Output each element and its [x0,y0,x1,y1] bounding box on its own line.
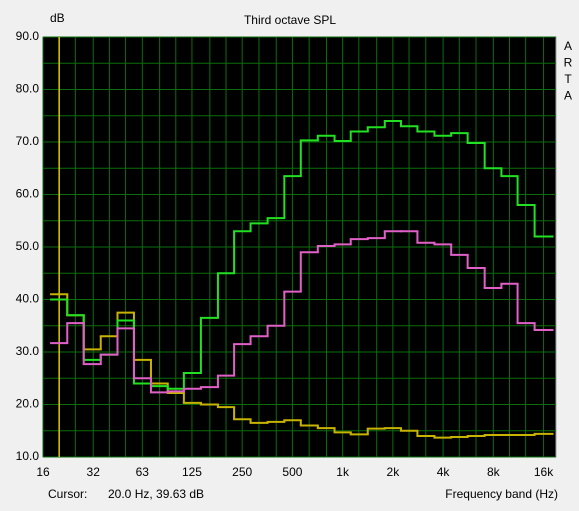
cursor-label: Cursor: [48,487,87,501]
y-tick-label: 90.0 [16,29,40,43]
y-tick-label: 60.0 [16,187,40,201]
x-axis-label: Frequency band (Hz) [445,487,558,501]
side-label-letter: R [564,56,573,70]
x-tick-label: 1k [336,465,350,479]
y-tick-label: 40.0 [16,292,40,306]
y-tick-label: 80.0 [16,82,40,96]
side-label-letter: A [564,89,572,103]
x-tick-label: 500 [282,465,302,479]
y-tick-label: 50.0 [16,239,40,253]
y-tick-label: 10.0 [16,449,40,463]
side-label-letter: A [564,39,572,53]
x-tick-label: 125 [182,465,202,479]
x-tick-label: 4k [437,465,451,479]
x-tick-label: 63 [136,465,150,479]
y-unit: dB [50,11,65,25]
x-tick-label: 250 [232,465,252,479]
chart-title: Third octave SPL [244,13,336,27]
y-tick-label: 70.0 [16,134,40,148]
x-tick-label: 8k [487,465,501,479]
x-tick-label: 32 [87,465,101,479]
y-tick-label: 20.0 [16,397,40,411]
x-tick-label: 2k [387,465,401,479]
side-label-letter: T [564,72,572,86]
y-tick-label: 30.0 [16,344,40,358]
x-tick-label: 16k [534,465,554,479]
x-tick-label: 16 [36,465,50,479]
cursor-readout: 20.0 Hz, 39.63 dB [108,487,204,501]
